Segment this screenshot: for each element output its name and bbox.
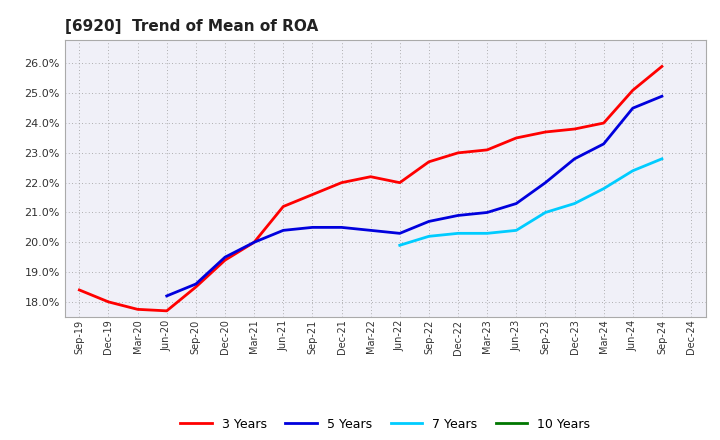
7 Years <box>483 231 492 236</box>
3 Years <box>657 64 666 69</box>
3 Years <box>250 240 258 245</box>
3 Years <box>133 307 142 312</box>
3 Years <box>541 129 550 135</box>
5 Years <box>541 180 550 185</box>
3 Years <box>104 299 113 304</box>
3 Years <box>395 180 404 185</box>
Text: [6920]  Trend of Mean of ROA: [6920] Trend of Mean of ROA <box>65 19 318 34</box>
5 Years <box>425 219 433 224</box>
5 Years <box>570 156 579 161</box>
3 Years <box>599 121 608 126</box>
3 Years <box>425 159 433 165</box>
3 Years <box>163 308 171 313</box>
3 Years <box>220 257 229 263</box>
7 Years <box>454 231 462 236</box>
5 Years <box>512 201 521 206</box>
7 Years <box>629 168 637 173</box>
5 Years <box>308 225 317 230</box>
5 Years <box>657 94 666 99</box>
5 Years <box>366 228 375 233</box>
3 Years <box>337 180 346 185</box>
7 Years <box>395 242 404 248</box>
3 Years <box>192 284 200 290</box>
7 Years <box>425 234 433 239</box>
7 Years <box>599 186 608 191</box>
5 Years <box>483 210 492 215</box>
7 Years <box>657 156 666 161</box>
Line: 5 Years: 5 Years <box>167 96 662 296</box>
5 Years <box>629 106 637 111</box>
3 Years <box>512 136 521 141</box>
5 Years <box>599 141 608 147</box>
5 Years <box>192 281 200 286</box>
7 Years <box>541 210 550 215</box>
3 Years <box>454 150 462 155</box>
7 Years <box>570 201 579 206</box>
5 Years <box>337 225 346 230</box>
7 Years <box>512 228 521 233</box>
5 Years <box>279 228 287 233</box>
Line: 3 Years: 3 Years <box>79 66 662 311</box>
5 Years <box>220 255 229 260</box>
3 Years <box>75 287 84 293</box>
3 Years <box>308 192 317 197</box>
Line: 7 Years: 7 Years <box>400 159 662 245</box>
5 Years <box>250 240 258 245</box>
Legend: 3 Years, 5 Years, 7 Years, 10 Years: 3 Years, 5 Years, 7 Years, 10 Years <box>174 412 596 437</box>
3 Years <box>570 126 579 132</box>
3 Years <box>483 147 492 153</box>
5 Years <box>163 293 171 299</box>
3 Years <box>279 204 287 209</box>
3 Years <box>629 88 637 93</box>
5 Years <box>395 231 404 236</box>
3 Years <box>366 174 375 180</box>
5 Years <box>454 213 462 218</box>
